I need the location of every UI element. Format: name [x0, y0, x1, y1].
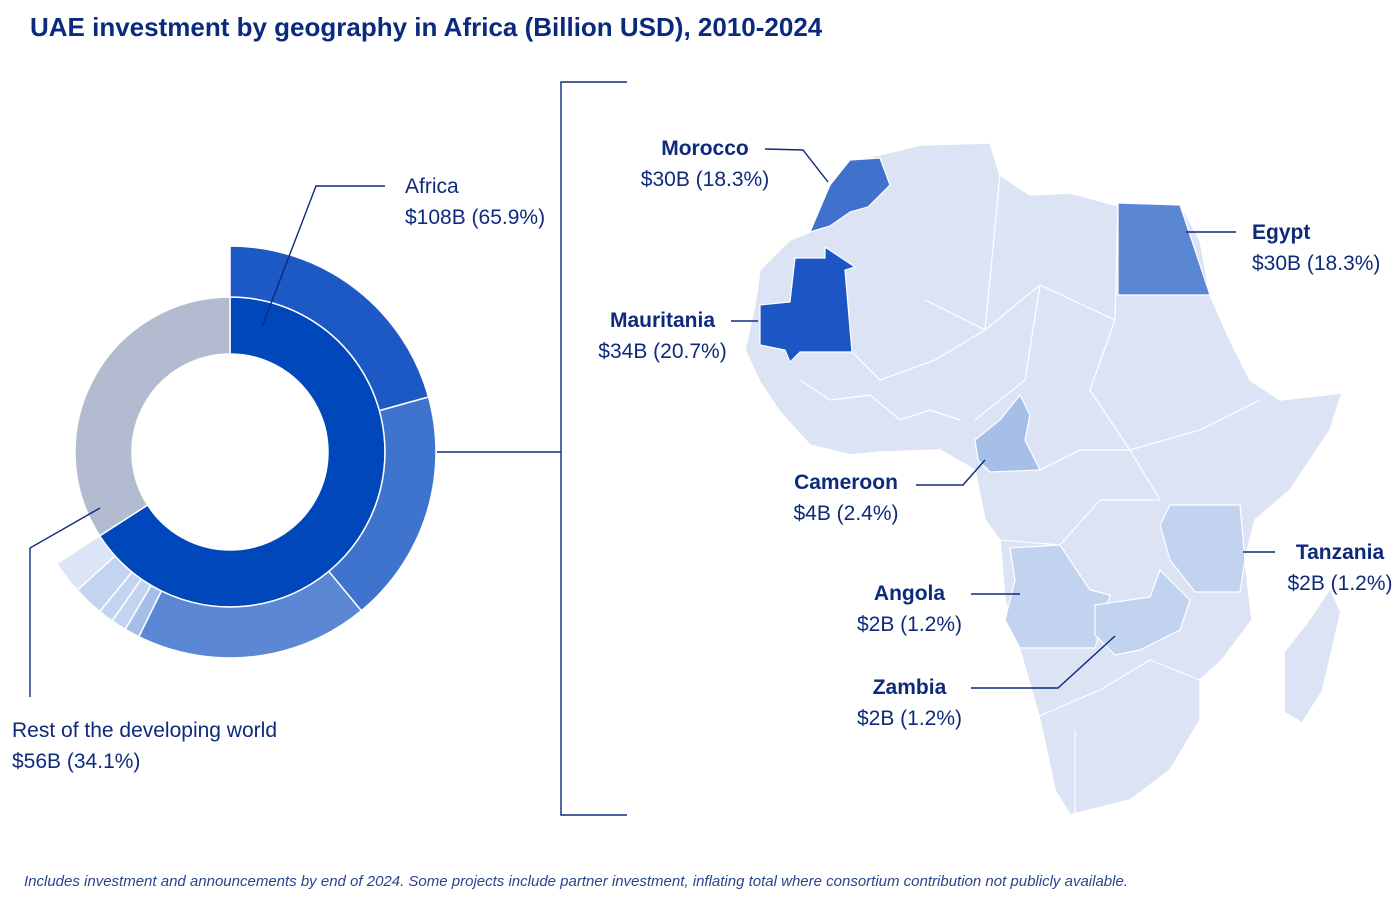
label-angola: Angola $2B (1.2%) [852, 578, 967, 640]
country-mauritania [759, 245, 857, 364]
label-egypt: Egypt $30B (18.3%) [1252, 217, 1380, 279]
label-name: Tanzania [1295, 541, 1385, 564]
label-value: $2B (1.2%) [1287, 572, 1393, 595]
label-value: $30B (18.3%) [1252, 252, 1381, 275]
country-borders [799, 174, 1261, 815]
rest-leader-line [29, 507, 101, 697]
label-value: $2B (1.2%) [856, 613, 963, 636]
label-value: $2B (1.2%) [856, 707, 963, 730]
label-rest-of-world: Rest of the developing world $56B (34.1%… [12, 715, 277, 777]
africa-map [744, 142, 1344, 816]
cameroon-leader-line [916, 459, 986, 486]
label-value: $4B (2.4%) [793, 502, 899, 525]
label-name: Mauritania [609, 309, 716, 332]
label-value: $30B (18.3%) [640, 168, 770, 191]
label-morocco: Morocco $30B (18.3%) [620, 133, 790, 195]
country-zambia [1094, 568, 1191, 656]
bracket [560, 81, 627, 816]
outer-segment-other-7 [55, 534, 117, 592]
country-egypt [1117, 202, 1211, 296]
morocco-leader-line [764, 148, 829, 183]
label-zambia: Zambia $2B (1.2%) [852, 672, 967, 734]
zambia-leader-line [971, 635, 1116, 689]
label-mauritania: Mauritania $34B (20.7%) [580, 305, 745, 367]
label-name: Africa [405, 175, 459, 198]
label-name: Egypt [1252, 221, 1311, 244]
label-name: Morocco [661, 137, 749, 160]
label-cameroon: Cameroon $4B (2.4%) [775, 467, 917, 529]
chart-title: UAE investment by geography in Africa (B… [30, 12, 823, 42]
africa-leader-line [261, 185, 385, 328]
africa-outline [744, 142, 1344, 816]
label-value: $34B (20.7%) [598, 340, 727, 363]
leader-lines [29, 81, 1275, 816]
madagascar [1285, 590, 1340, 722]
country-tanzania [1159, 504, 1246, 593]
label-name: Angola [873, 582, 946, 605]
label-name: Rest of the developing world [12, 719, 277, 742]
sunburst-donut [55, 245, 437, 659]
label-tanzania: Tanzania $2B (1.2%) [1285, 537, 1395, 599]
label-name: Zambia [872, 676, 947, 699]
label-value: $56B (34.1%) [12, 750, 141, 773]
label-africa: Africa $108B (65.9%) [405, 171, 545, 233]
inner-segment-rest-of-the-developing-world [74, 296, 231, 537]
label-value: $108B (65.9%) [405, 206, 546, 229]
label-name: Cameroon [794, 471, 898, 494]
country-morocco [808, 157, 891, 233]
footnote: Includes investment and announcements by… [24, 873, 1128, 890]
